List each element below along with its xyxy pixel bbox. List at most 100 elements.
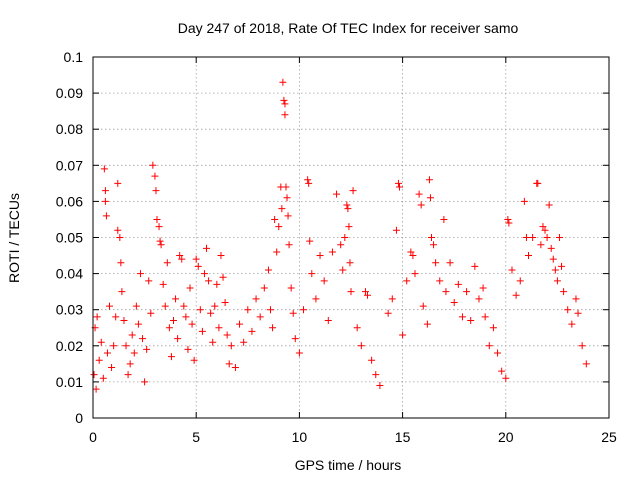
- data-point: [126, 360, 134, 368]
- data-point: [271, 215, 279, 223]
- x-tick-label: 10: [292, 429, 308, 445]
- data-point: [211, 302, 219, 310]
- data-point: [215, 324, 223, 332]
- data-point: [396, 183, 404, 191]
- data-point: [494, 349, 502, 357]
- data-point: [260, 284, 268, 292]
- data-point: [353, 324, 361, 332]
- data-point: [289, 309, 297, 317]
- y-axis-label: ROTI / TECUs: [6, 193, 22, 283]
- data-point: [347, 288, 355, 296]
- data-point: [475, 295, 483, 303]
- data-point: [426, 194, 434, 202]
- data-point: [508, 266, 516, 274]
- data-point: [167, 353, 175, 361]
- data-point: [305, 179, 313, 187]
- data-point: [110, 342, 118, 350]
- data-point: [537, 241, 545, 249]
- data-point: [194, 262, 202, 270]
- y-tick-label: 0.1: [64, 49, 84, 65]
- data-point: [304, 176, 312, 184]
- data-point: [450, 298, 458, 306]
- data-point: [312, 295, 320, 303]
- data-point: [279, 78, 287, 86]
- data-point: [182, 313, 190, 321]
- data-point: [169, 317, 177, 325]
- data-point: [283, 194, 291, 202]
- data-point: [539, 223, 547, 231]
- data-point: [442, 288, 450, 296]
- data-point: [217, 252, 225, 260]
- data-point: [403, 277, 411, 285]
- data-point: [574, 309, 582, 317]
- data-point: [101, 197, 109, 205]
- data-point: [141, 378, 149, 386]
- data-point: [411, 270, 419, 278]
- data-point: [122, 342, 130, 350]
- data-point: [207, 309, 215, 317]
- data-point: [545, 201, 553, 209]
- data-point: [244, 306, 252, 314]
- data-point: [143, 345, 151, 353]
- data-point: [316, 252, 324, 260]
- y-tick-label: 0.09: [56, 85, 83, 101]
- data-point: [275, 223, 283, 231]
- data-point: [463, 288, 471, 296]
- x-tick-label: 15: [395, 429, 411, 445]
- data-point: [516, 277, 524, 285]
- data-point: [479, 284, 487, 292]
- data-point: [256, 313, 264, 321]
- data-point: [139, 335, 147, 343]
- data-point: [151, 172, 159, 180]
- data-point: [174, 335, 182, 343]
- data-point: [156, 237, 164, 245]
- data-point: [376, 382, 384, 390]
- data-point: [163, 259, 171, 267]
- data-point: [223, 331, 231, 339]
- data-point: [269, 324, 277, 332]
- data-point: [419, 302, 427, 310]
- grid-lines: [93, 57, 609, 418]
- data-point: [92, 385, 100, 393]
- data-point: [384, 309, 392, 317]
- data-point: [300, 306, 308, 314]
- data-point: [219, 273, 227, 281]
- y-tick-label: 0: [75, 410, 83, 426]
- data-point: [176, 252, 184, 260]
- data-point: [333, 190, 341, 198]
- data-point: [425, 176, 433, 184]
- data-point: [120, 317, 128, 325]
- data-point: [165, 324, 173, 332]
- data-point: [180, 302, 188, 310]
- data-point: [280, 96, 288, 104]
- data-points: [90, 78, 590, 393]
- x-tick-label: 25: [601, 429, 617, 445]
- data-point: [152, 187, 160, 195]
- data-point: [153, 215, 161, 223]
- data-point: [90, 371, 98, 379]
- data-point: [520, 197, 528, 205]
- data-point: [534, 179, 542, 187]
- data-point: [227, 342, 235, 350]
- data-point: [454, 280, 462, 288]
- data-point: [273, 248, 281, 256]
- data-point: [101, 187, 109, 195]
- data-point: [213, 280, 221, 288]
- data-point: [200, 270, 208, 278]
- data-point: [117, 259, 125, 267]
- data-point: [547, 244, 555, 252]
- data-point: [529, 234, 537, 241]
- data-point: [295, 349, 303, 357]
- data-point: [505, 219, 513, 227]
- data-point: [93, 313, 101, 321]
- data-point: [372, 371, 380, 379]
- data-point: [553, 277, 561, 285]
- data-point: [99, 374, 107, 382]
- data-point: [236, 320, 244, 328]
- data-point: [440, 215, 448, 223]
- data-point: [95, 356, 103, 364]
- data-point: [446, 259, 454, 267]
- data-point: [114, 226, 122, 234]
- data-point: [267, 306, 275, 314]
- data-point: [489, 324, 497, 332]
